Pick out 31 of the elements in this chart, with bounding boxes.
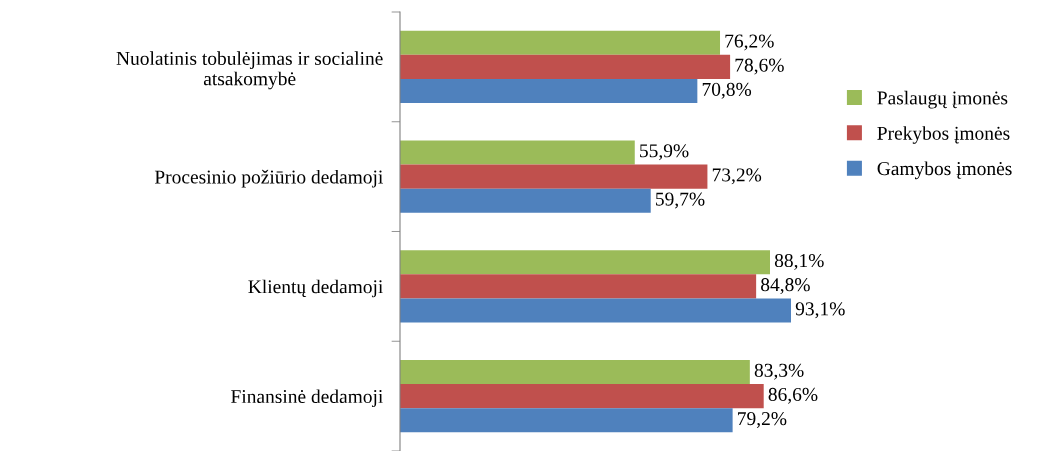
data-label: 55,9% xyxy=(640,144,689,161)
bar xyxy=(400,54,731,79)
data-label: 78,6% xyxy=(735,58,784,75)
bar xyxy=(400,188,651,213)
data-label: 88,1% xyxy=(774,253,824,270)
bar xyxy=(400,359,750,385)
y-tick-label: Klientų dedamoji xyxy=(248,279,383,298)
y-tick-label: Procesinio požiūrio dedamoji xyxy=(154,169,383,188)
bar xyxy=(400,384,764,409)
y-tick-label: Nuolatinis tobulėjimas ir socialinė atsakomybė xyxy=(116,51,383,90)
data-label: 73,2% xyxy=(712,168,762,185)
data-label: 93,1% xyxy=(795,302,845,319)
legend-label: Prekybos įmonės xyxy=(877,126,1010,144)
bar xyxy=(400,164,708,189)
data-label: 76,2% xyxy=(725,34,774,51)
bar xyxy=(400,298,791,323)
bar xyxy=(400,408,733,433)
bar xyxy=(400,274,757,299)
legend-label: Paslaugų įmonės xyxy=(877,90,1008,109)
data-label: 84,8% xyxy=(761,278,810,295)
data-label: 70,8% xyxy=(702,82,752,99)
data-label: 59,7% xyxy=(656,192,705,209)
legend-label: Gamybos įmonės xyxy=(877,161,1012,180)
bar xyxy=(400,78,698,104)
bar xyxy=(400,140,635,165)
data-label: 79,2% xyxy=(738,412,787,428)
bar xyxy=(400,250,770,275)
data-label: 83,3% xyxy=(754,363,804,380)
y-tick-label: Finansinė dedamoji xyxy=(231,389,383,408)
bar xyxy=(400,30,721,55)
data-label: 86,6% xyxy=(768,387,818,404)
